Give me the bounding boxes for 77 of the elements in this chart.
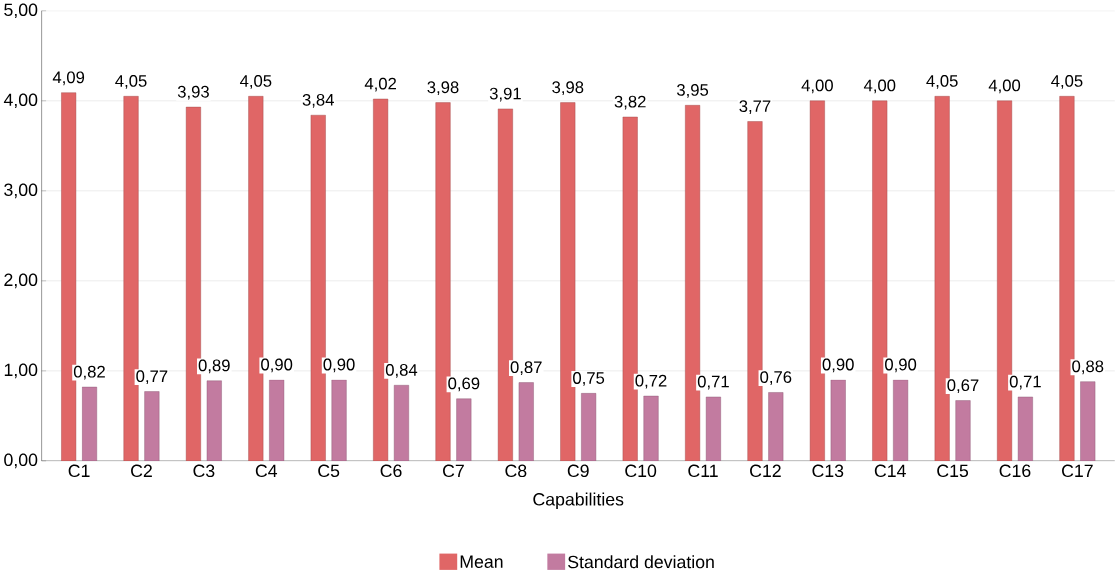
bar bbox=[955, 400, 971, 461]
bar bbox=[768, 392, 784, 461]
x-tick-label: C15 bbox=[937, 464, 969, 478]
bar bbox=[518, 382, 534, 461]
x-tick-label: C11 bbox=[688, 464, 718, 478]
data-label: 0,67 bbox=[947, 379, 979, 394]
data-label: 3,98 bbox=[552, 81, 584, 96]
data-label: 4,05 bbox=[115, 75, 147, 89]
bar bbox=[393, 385, 409, 461]
x-tick-label: C17 bbox=[1062, 464, 1093, 478]
data-label: 4,05 bbox=[1051, 75, 1083, 89]
data-label: 4,05 bbox=[239, 75, 272, 89]
y-tick-label: 1,00 bbox=[4, 363, 38, 379]
bar bbox=[581, 393, 597, 461]
data-label: 3,95 bbox=[677, 84, 709, 98]
x-tick-label: C6 bbox=[380, 464, 402, 478]
x-tick-label: C16 bbox=[999, 464, 1031, 478]
bar bbox=[456, 398, 472, 461]
x-axis-title: Capabilities bbox=[533, 492, 624, 510]
data-label: 0,75 bbox=[573, 372, 605, 386]
bar bbox=[206, 380, 222, 461]
x-tick-label: C4 bbox=[255, 464, 278, 478]
data-label: 4,00 bbox=[863, 79, 896, 94]
data-label: 4,09 bbox=[52, 71, 85, 86]
legend-label: Standard deviation bbox=[568, 555, 714, 569]
data-label: 3,77 bbox=[739, 100, 771, 115]
data-label: 0,71 bbox=[1009, 375, 1041, 390]
data-label: 0,82 bbox=[73, 365, 105, 380]
x-tick-label: C3 bbox=[193, 464, 215, 478]
y-tick-label: 5,00 bbox=[4, 3, 38, 19]
data-label: 3,82 bbox=[614, 95, 646, 110]
y-tick-label: 2,00 bbox=[4, 273, 38, 289]
bar bbox=[331, 379, 347, 461]
data-label: 0,90 bbox=[885, 358, 917, 373]
x-tick-label: C8 bbox=[505, 464, 527, 478]
bar bbox=[893, 379, 909, 461]
bar bbox=[705, 396, 721, 461]
data-label: 3,91 bbox=[489, 87, 521, 102]
y-tick-label: 0,00 bbox=[4, 453, 38, 469]
data-label: 0,90 bbox=[323, 358, 355, 373]
x-tick-label: C13 bbox=[812, 464, 844, 478]
x-tick-label: C12 bbox=[750, 464, 781, 478]
x-tick-label: C5 bbox=[318, 464, 340, 478]
data-label: 3,98 bbox=[427, 81, 459, 96]
x-tick-label: C2 bbox=[131, 464, 152, 478]
bar bbox=[269, 379, 285, 461]
data-label: 0,76 bbox=[760, 371, 792, 386]
x-tick-label: C9 bbox=[567, 464, 589, 478]
data-label: 0,69 bbox=[448, 377, 480, 392]
legend-label: Mean bbox=[460, 555, 503, 569]
x-tick-label: C7 bbox=[443, 464, 464, 478]
data-label: 0,90 bbox=[261, 358, 293, 373]
bar bbox=[1017, 396, 1033, 461]
data-label: 0,84 bbox=[385, 364, 418, 378]
data-label: 4,00 bbox=[801, 79, 833, 94]
x-tick-label: C10 bbox=[625, 464, 657, 478]
data-label: 0,71 bbox=[697, 375, 729, 390]
data-label: 0,77 bbox=[136, 370, 168, 385]
bar bbox=[643, 395, 659, 461]
data-label: 0,88 bbox=[1072, 360, 1104, 375]
y-tick-label: 4,00 bbox=[3, 93, 38, 109]
data-label: 0,72 bbox=[635, 374, 667, 389]
bar bbox=[1080, 381, 1096, 461]
bar bbox=[830, 379, 846, 461]
bar bbox=[81, 386, 97, 461]
x-tick-label: C14 bbox=[874, 464, 906, 478]
data-label: 4,00 bbox=[988, 79, 1021, 94]
data-label: 0,90 bbox=[822, 358, 854, 373]
data-label: 3,93 bbox=[177, 85, 209, 100]
bar bbox=[144, 391, 160, 461]
data-label: 0,89 bbox=[198, 359, 230, 374]
data-label: 3,84 bbox=[302, 94, 334, 108]
y-tick-label: 3,00 bbox=[4, 183, 38, 199]
x-tick-label: C1 bbox=[68, 464, 90, 478]
data-label: 4,02 bbox=[364, 77, 396, 92]
data-label: 0,87 bbox=[510, 361, 542, 376]
data-label: 4,05 bbox=[926, 75, 958, 89]
